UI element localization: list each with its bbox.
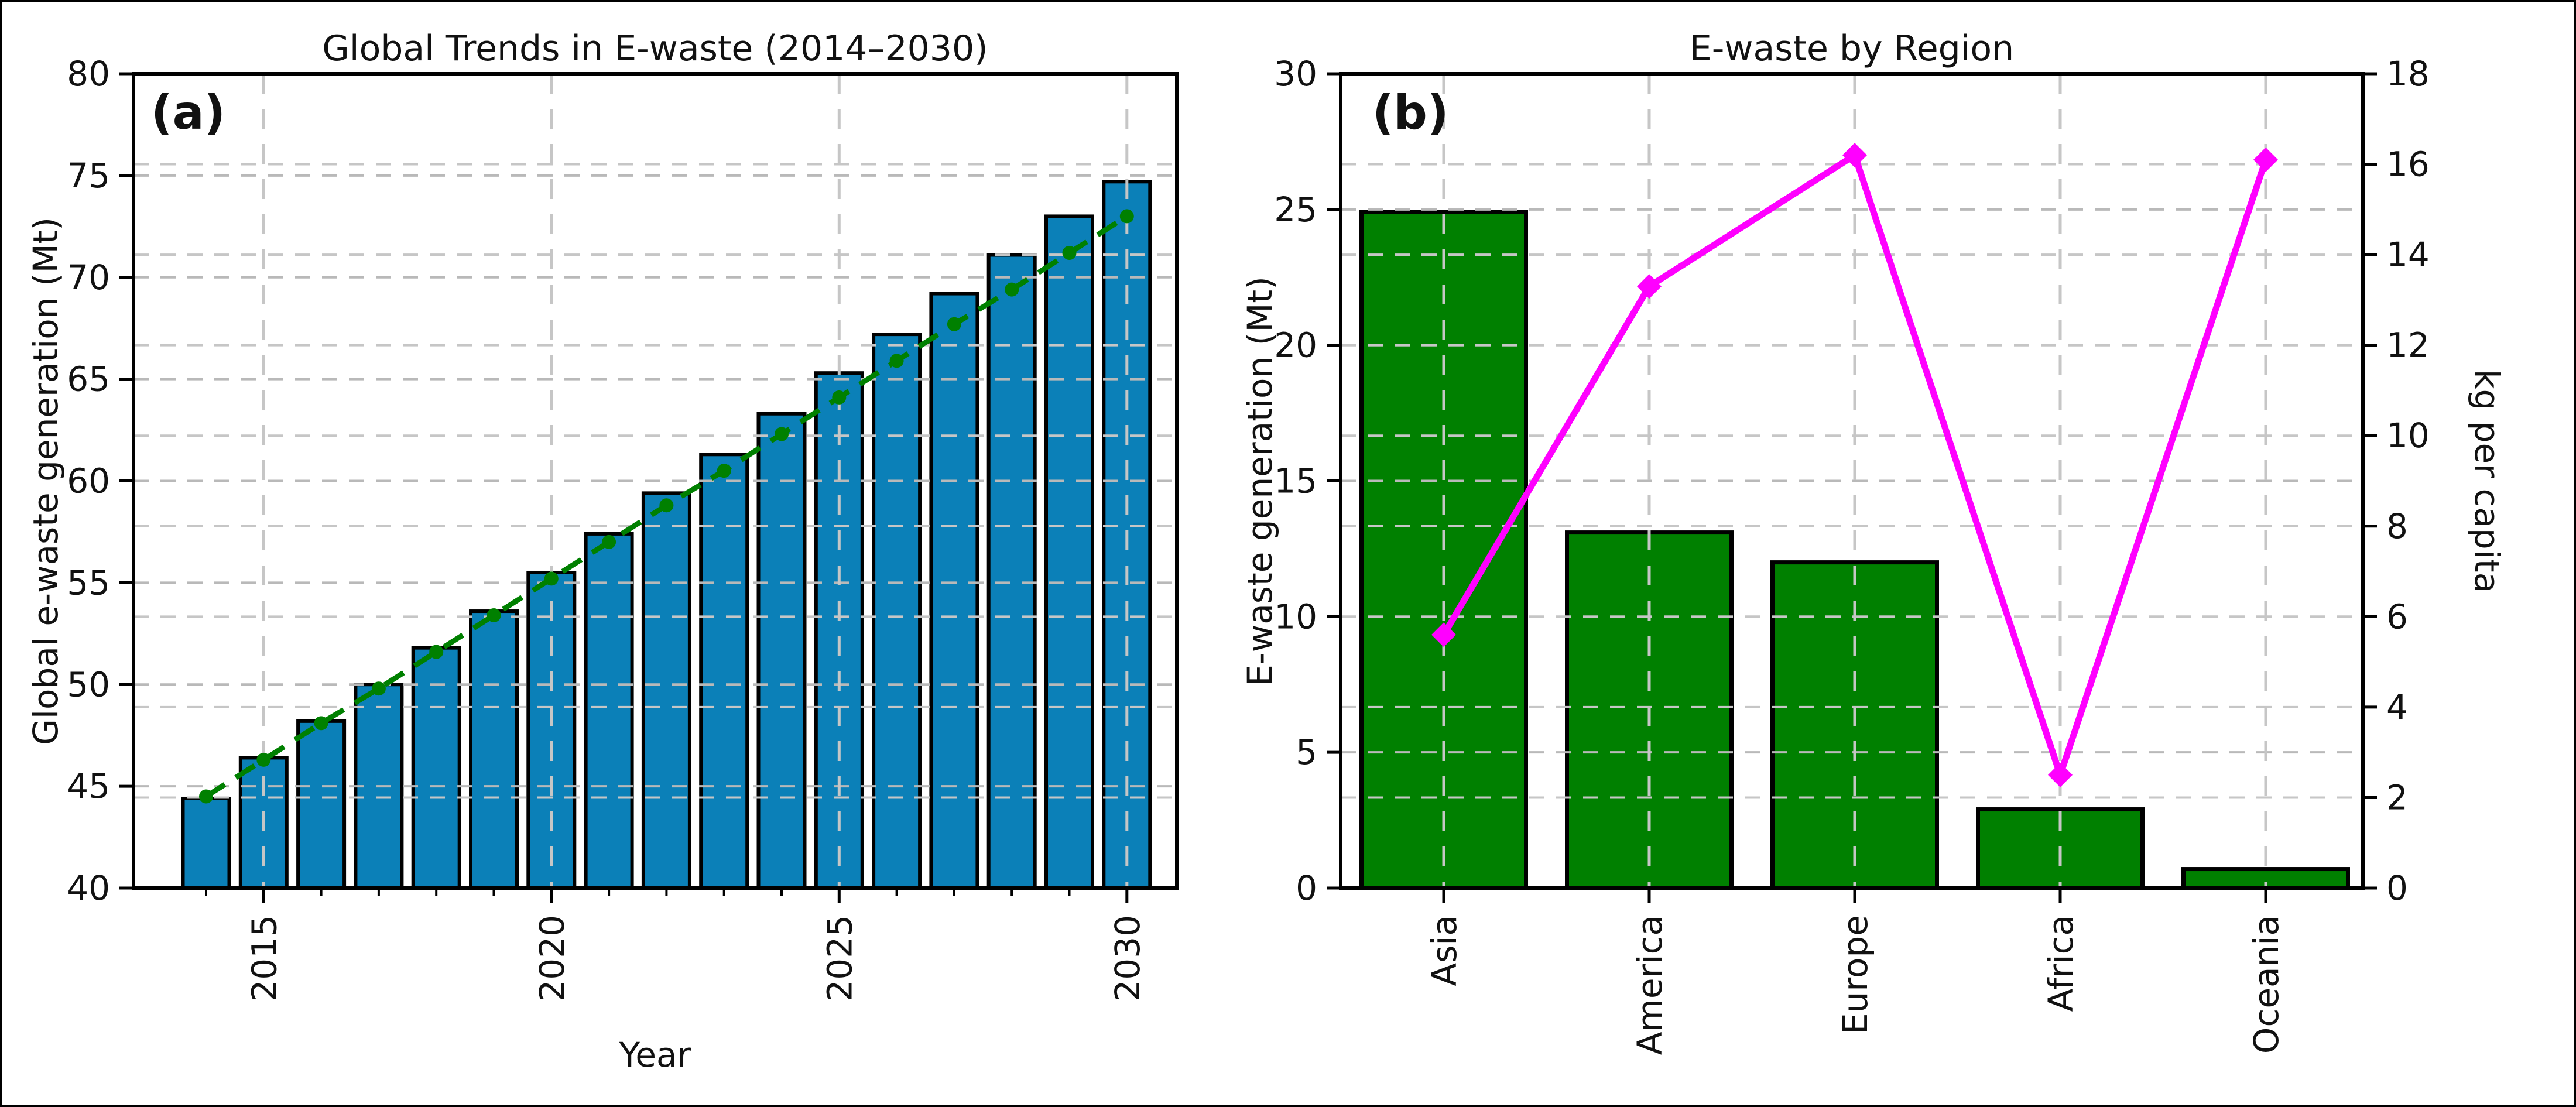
trend-marker-2019 <box>487 608 501 623</box>
xtick-label-b: Oceania <box>2246 915 2286 1054</box>
trend-marker-2020 <box>544 571 559 586</box>
trend-marker-2025 <box>832 390 847 405</box>
ytick-label-b-right: 4 <box>2386 687 2408 727</box>
trend-marker-2014 <box>199 789 213 804</box>
trend-marker-2022 <box>659 498 674 513</box>
bar-2019 <box>469 609 519 890</box>
chart-a-grid <box>133 74 1177 888</box>
ytick-label-a: 75 <box>67 156 110 196</box>
xtick-label-b: Asia <box>1424 915 1464 986</box>
ytick-label-b-right: 14 <box>2386 235 2430 275</box>
ytick-label-b-left: 15 <box>1274 461 1317 501</box>
ytick-label-a: 40 <box>67 868 110 908</box>
trend-marker-2026 <box>889 354 904 368</box>
chart-b-axes: 0 5 10 15 20 25 30 0 2 4 6 8 10 12 14 16 18 Asia America Eu… <box>1274 54 2430 1055</box>
panel-a-tag: (a) <box>151 85 226 140</box>
bar-2023 <box>699 453 749 890</box>
trend-marker-2023 <box>717 464 731 478</box>
trend-marker-2018 <box>429 645 444 659</box>
panel-b-tag: (b) <box>1372 85 1449 140</box>
trend-marker-2027 <box>947 317 961 331</box>
trend-marker-2017 <box>371 681 386 696</box>
chart-a-bars <box>181 180 1152 890</box>
bar-2025 <box>814 371 864 890</box>
ytick-label-b-left: 5 <box>1296 732 1317 772</box>
xtick-label-b: America <box>1630 915 1670 1055</box>
ytick-label-b-right: 12 <box>2386 325 2430 365</box>
bar-2014 <box>181 796 231 890</box>
kg-marker-America <box>1637 274 1662 299</box>
bar-2028 <box>986 253 1037 890</box>
ytick-label-b-right: 0 <box>2386 868 2408 908</box>
ytick-label-b-left: 25 <box>1274 190 1317 229</box>
ytick-label-b-right: 8 <box>2386 506 2408 546</box>
ytick-label-b-left: 20 <box>1274 325 1317 365</box>
chart-b-title: E-waste by Region <box>1689 28 2015 69</box>
ytick-label-a: 70 <box>67 258 110 297</box>
trend-marker-2021 <box>602 534 616 549</box>
chart-b-left-ylabel: E-waste generation (Mt) <box>1240 276 1280 686</box>
bar-2018 <box>411 646 461 890</box>
ytick-label-a: 50 <box>67 664 110 704</box>
bar-2022 <box>641 491 691 890</box>
kg-marker-Oceania <box>2253 147 2278 172</box>
ytick-label-b-right: 10 <box>2386 416 2430 455</box>
xtick-label-a: 2020 <box>532 915 572 1002</box>
xtick-label-a: 2015 <box>244 915 284 1002</box>
xtick-label-a: 2030 <box>1108 915 1147 1002</box>
bar-2027 <box>929 292 979 890</box>
ytick-label-a: 65 <box>67 359 110 399</box>
ytick-label-a: 80 <box>67 54 110 94</box>
kg-marker-Asia <box>1431 622 1456 647</box>
ytick-label-a: 60 <box>67 461 110 501</box>
ytick-label-a: 45 <box>67 766 110 806</box>
chart-a-axes: 40 45 50 55 60 65 70 75 80 2015 2020 2025 2030 <box>67 54 1179 1002</box>
bar-2024 <box>756 412 807 890</box>
xtick-label-a: 2025 <box>820 915 859 1002</box>
kg-marker-Africa <box>2048 762 2073 787</box>
chart-a-ylabel: Global e-waste generation (Mt) <box>26 217 66 746</box>
chart-a-title: Global Trends in E-waste (2014–2030) <box>322 28 988 69</box>
ytick-label-b-left: 0 <box>1296 868 1317 908</box>
trend-marker-2016 <box>314 716 328 731</box>
bar-2026 <box>872 333 922 890</box>
kg-marker-Europe <box>1842 143 1867 168</box>
xtick-label-b: Europe <box>1835 915 1875 1034</box>
bar-2021 <box>584 532 634 890</box>
trend-marker-2028 <box>1005 282 1019 297</box>
ytick-label-b-right: 16 <box>2386 145 2430 184</box>
ytick-label-b-right: 2 <box>2386 777 2408 817</box>
chart-a-xlabel: Year <box>619 1035 691 1075</box>
trend-marker-2024 <box>775 427 789 441</box>
chart-b-line <box>1431 143 2278 787</box>
chart-a-trend <box>199 209 1134 804</box>
ytick-label-b-right: 6 <box>2386 597 2408 636</box>
bar-2016 <box>296 719 347 890</box>
ytick-label-b-right: 18 <box>2386 54 2430 94</box>
xtick-label-b: Africa <box>2041 915 2081 1012</box>
ytick-label-b-left: 30 <box>1274 54 1317 94</box>
trend-marker-2015 <box>256 752 271 767</box>
chart-b-right-ylabel: kg per capita <box>2467 369 2507 594</box>
ytick-label-b-left: 10 <box>1274 597 1317 636</box>
trend-marker-2029 <box>1062 246 1077 261</box>
bar-2029 <box>1044 214 1094 890</box>
ytick-label-a: 55 <box>67 563 110 602</box>
trend-marker-2030 <box>1119 209 1134 224</box>
